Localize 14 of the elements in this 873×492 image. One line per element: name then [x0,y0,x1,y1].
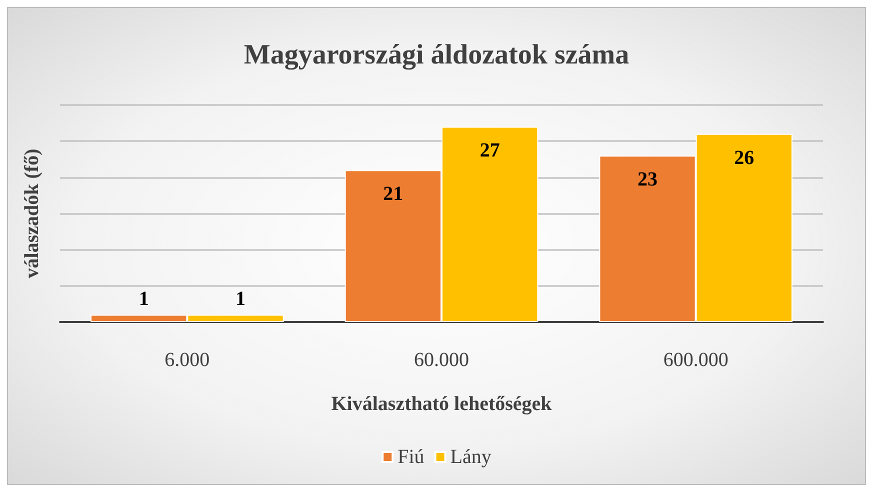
legend-label: Fiú [398,446,424,468]
data-label: 1 [138,288,149,310]
x-tick-label: 6.000 [164,349,210,371]
data-label: 1 [235,288,246,310]
x-tick-label: 600.000 [663,349,728,371]
data-label: 23 [638,168,658,191]
y-axis-title: válaszadók (fő) [21,148,43,278]
data-label: 27 [480,140,500,162]
x-tick-label: 60.000 [414,349,469,371]
data-label: 21 [383,183,404,206]
chart-title: Magyarországi áldozatok száma [244,40,630,70]
legend-label: Lány [450,446,492,468]
data-label: 26 [734,146,754,169]
x-axis-title: Kiválasztható lehetőségek [331,393,553,415]
